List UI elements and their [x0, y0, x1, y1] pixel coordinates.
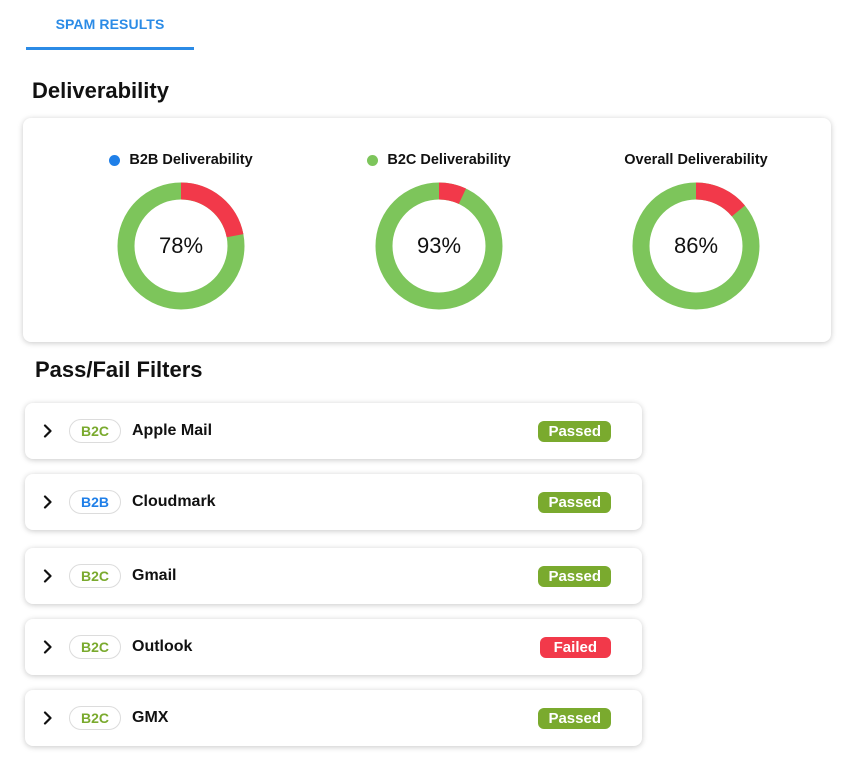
- legend-dot-icon: [367, 154, 379, 166]
- filter-row-gmx[interactable]: B2C GMX Passed: [25, 690, 642, 746]
- donut-chart: [375, 182, 503, 310]
- segment-tag: B2C: [69, 706, 121, 730]
- tab-spam-results[interactable]: SPAM RESULTS: [26, 0, 194, 50]
- donut-fail-arc: [695, 182, 745, 217]
- b2c-deliverability-chart: B2C Deliverability 93%: [339, 118, 539, 342]
- filter-name: GMX: [132, 709, 169, 726]
- pass-fail-heading: Pass/Fail Filters: [35, 357, 203, 382]
- status-badge: Passed: [538, 566, 611, 587]
- deliverability-heading: Deliverability: [32, 78, 169, 103]
- chevron-right-icon[interactable]: [41, 423, 55, 439]
- filter-name: Apple Mail: [132, 422, 213, 439]
- chevron-right-icon[interactable]: [41, 494, 55, 510]
- donut-chart: [632, 182, 760, 310]
- donut-value: 86%: [673, 233, 719, 258]
- chart-label: Overall Deliverability: [596, 152, 796, 168]
- status-badge: Failed: [539, 637, 611, 658]
- filter-row-outlook[interactable]: B2C Outlook Failed: [25, 619, 642, 675]
- chart-label: B2B Deliverability: [81, 152, 281, 168]
- status-badge: Passed: [538, 492, 611, 513]
- filter-row-gmail[interactable]: B2C Gmail Passed: [25, 548, 642, 604]
- chart-label: B2C Deliverability: [339, 152, 539, 168]
- donut-value: 78%: [158, 233, 204, 258]
- chevron-right-icon[interactable]: [41, 639, 55, 655]
- donut-value: 93%: [416, 233, 462, 258]
- filter-row-cloudmark[interactable]: B2B Cloudmark Passed: [25, 474, 642, 530]
- donut-fail-arc: [180, 182, 244, 238]
- filter-name: Outlook: [132, 638, 193, 655]
- filter-name: Gmail: [132, 567, 177, 584]
- filter-name: Cloudmark: [132, 493, 216, 510]
- chevron-right-icon[interactable]: [41, 710, 55, 726]
- overall-deliverability-chart: Overall Deliverability 86%: [596, 118, 796, 342]
- segment-tag: B2C: [69, 419, 121, 443]
- donut-chart: [117, 182, 245, 310]
- donut-fail-arc: [438, 182, 467, 205]
- chart-label-text: Overall Deliverability: [624, 152, 768, 168]
- segment-tag: B2C: [69, 635, 121, 659]
- status-badge: Passed: [538, 421, 611, 442]
- deliverability-card: B2B Deliverability 78% B2C Deliverabilit…: [23, 118, 831, 342]
- segment-tag: B2C: [69, 564, 121, 588]
- chart-label-text: B2C Deliverability: [387, 152, 511, 168]
- chevron-right-icon[interactable]: [41, 568, 55, 584]
- chart-label-text: B2B Deliverability: [129, 152, 253, 168]
- legend-dot-icon: [109, 154, 121, 166]
- filter-row-apple-mail[interactable]: B2C Apple Mail Passed: [25, 403, 642, 459]
- status-badge: Passed: [538, 708, 611, 729]
- b2b-deliverability-chart: B2B Deliverability 78%: [81, 118, 281, 342]
- segment-tag: B2B: [69, 490, 121, 514]
